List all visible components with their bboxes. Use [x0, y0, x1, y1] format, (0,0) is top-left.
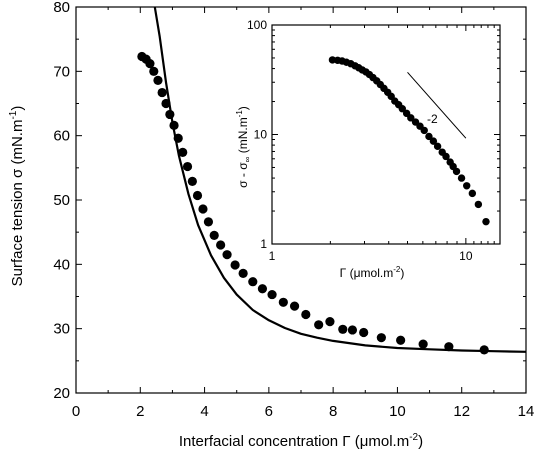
- x-tick-label: 6: [265, 403, 273, 420]
- inset-x-tick-label: 10: [459, 249, 473, 263]
- inset-data-point: [429, 137, 438, 145]
- data-point: [153, 75, 163, 85]
- inset-frame: [271, 24, 501, 245]
- data-point: [301, 309, 311, 320]
- inset-y-tick-label: 10: [254, 128, 268, 142]
- x-tick-label: 10: [389, 403, 406, 420]
- data-point: [145, 59, 155, 69]
- x-tick-label: 2: [136, 403, 144, 420]
- inset-data-point: [442, 152, 450, 161]
- x-tick-label: 14: [518, 403, 535, 420]
- inset-data-point: [463, 182, 471, 190]
- data-point: [198, 204, 208, 214]
- inset-data-point: [482, 217, 490, 226]
- inset-data-point: [468, 189, 477, 198]
- y-axis-label: Surface tension σ (mN.m-1): [8, 106, 26, 287]
- x-tick-label: 0: [72, 403, 80, 420]
- data-point: [169, 120, 179, 130]
- inset-data-point: [452, 167, 461, 176]
- inset-data-point: [407, 114, 415, 122]
- data-point: [248, 277, 258, 287]
- data-point: [314, 320, 324, 330]
- slope-reference-line: [407, 71, 467, 139]
- x-tick-label: 12: [453, 403, 470, 420]
- data-point: [347, 325, 358, 335]
- data-point: [173, 133, 183, 143]
- x-tick-label: 8: [329, 403, 337, 420]
- data-point: [203, 217, 214, 227]
- main-plot: 0 2 4 6 8 10 12 14 20 30 40 50 60 70 80: [53, 0, 534, 420]
- data-point: [444, 342, 454, 352]
- data-point: [182, 161, 193, 172]
- data-point: [289, 301, 300, 311]
- slope-annotation: -2: [427, 112, 438, 126]
- inset-data-point: [457, 174, 466, 182]
- data-point: [209, 230, 219, 240]
- inset-y-tick-label: 100: [247, 18, 267, 32]
- x-tick-label: 4: [200, 403, 208, 420]
- data-point: [157, 87, 167, 98]
- data-point: [359, 327, 369, 338]
- y-tick-label: 30: [53, 321, 70, 338]
- inset-data-point: [433, 142, 442, 151]
- inset-data-point: [474, 200, 483, 209]
- inset-x-axis-label: Γ (μmol.m-2): [340, 265, 405, 280]
- data-point: [165, 109, 175, 120]
- x-axis-label: Interfacial concentration Γ (μmol.m-2): [179, 432, 423, 450]
- y-tick-label: 40: [53, 256, 70, 273]
- data-point: [338, 324, 348, 334]
- inset-plot: 1 10 1 10 100: [247, 18, 501, 263]
- inset-y-axis-label: σ - σ∞ (mN.m-1): [235, 106, 252, 188]
- y-tick-label: 60: [53, 128, 70, 145]
- data-point: [216, 240, 226, 250]
- data-point: [418, 339, 428, 349]
- data-point: [161, 98, 171, 109]
- inset-y-tick-label: 1: [260, 237, 267, 251]
- data-point: [257, 284, 268, 294]
- inset-axis-labels: Γ (μmol.m-2) σ - σ∞ (mN.m-1) -2: [235, 106, 438, 280]
- data-point: [325, 316, 335, 327]
- y-tick-label: 20: [53, 385, 70, 402]
- data-point: [396, 335, 406, 345]
- data-point: [187, 176, 197, 186]
- inset-data-point: [398, 105, 406, 113]
- data-point: [222, 250, 232, 260]
- data-point: [192, 190, 203, 201]
- data-point: [238, 268, 248, 278]
- data-point: [267, 289, 277, 300]
- y-tick-label: 70: [53, 63, 70, 80]
- inset-x-tick-label: 1: [269, 249, 276, 263]
- data-point: [230, 260, 240, 270]
- y-tick-label: 50: [53, 192, 70, 209]
- data-point: [178, 147, 188, 157]
- inset-data-point: [420, 126, 428, 135]
- data-point: [376, 333, 386, 343]
- inset-data-point: [425, 132, 433, 141]
- main-axis-labels: Interfacial concentration Γ (μmol.m-2) S…: [8, 106, 423, 450]
- data-point: [278, 297, 288, 307]
- data-point: [149, 66, 159, 76]
- y-tick-label: 80: [53, 0, 70, 16]
- data-point: [479, 345, 489, 355]
